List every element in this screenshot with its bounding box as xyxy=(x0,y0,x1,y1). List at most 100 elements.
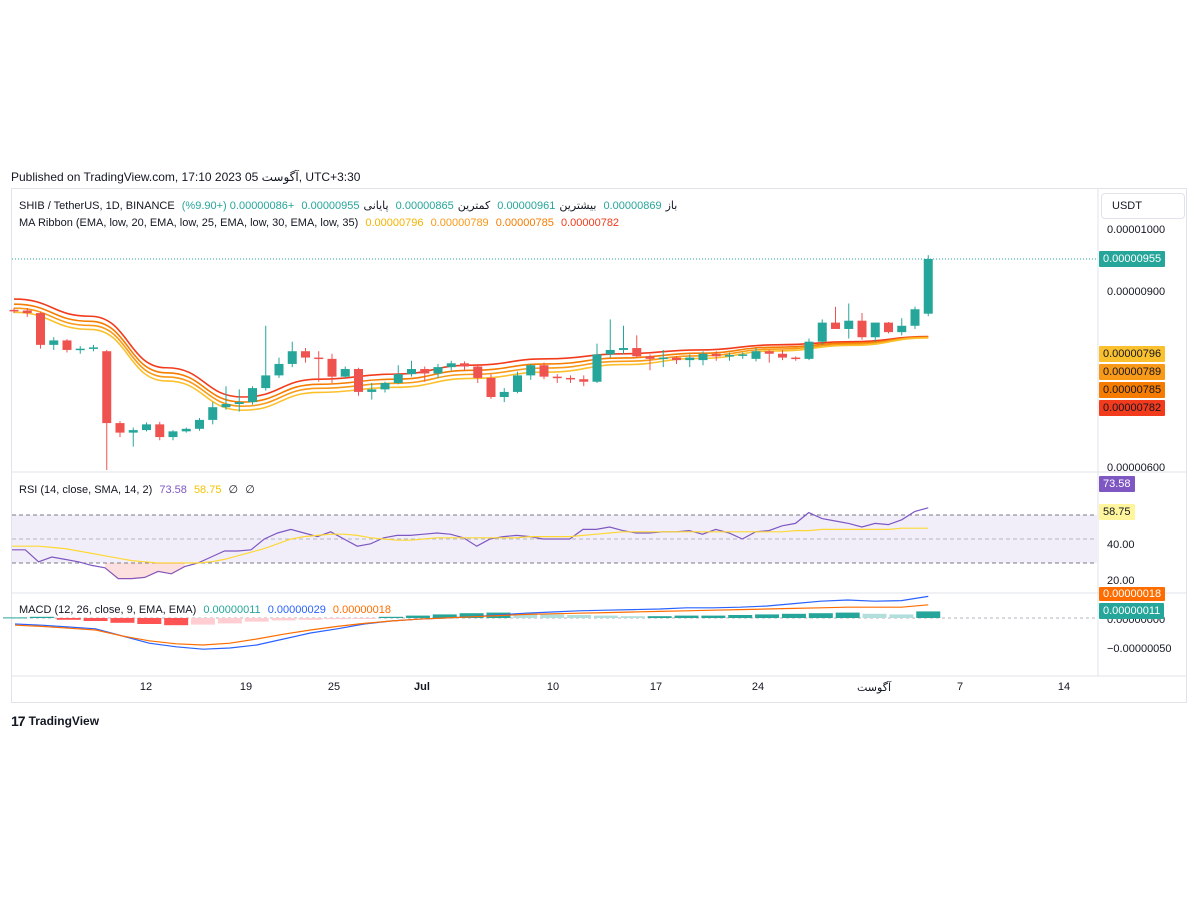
candle-body xyxy=(751,351,761,359)
macd-hist-bar xyxy=(379,616,404,618)
low-value: 0.00000865 xyxy=(395,200,454,212)
rsi-extra-2: ∅ xyxy=(245,484,255,496)
ma-ribbon-ema20-line xyxy=(13,298,929,398)
candle-body xyxy=(75,348,85,351)
macd-hist-bar xyxy=(244,618,269,622)
candle-body xyxy=(539,365,549,377)
macd-hist-tag: 0.00000011 xyxy=(1099,603,1165,619)
ma30-tag: 0.00000785 xyxy=(1099,382,1166,398)
candle-body xyxy=(579,379,589,382)
macd-signal-tag: 0.00000018 xyxy=(1099,587,1166,601)
macd-hist-bar xyxy=(432,614,457,618)
price-tick-600: 0.00000600 xyxy=(1107,462,1166,474)
ma35-value: 0.00000782 xyxy=(560,217,620,229)
candle-body xyxy=(446,363,456,368)
macd-hist-bar xyxy=(137,618,162,624)
macd-hist-bar xyxy=(755,614,780,618)
candle-body xyxy=(605,349,615,355)
candle-body xyxy=(142,424,151,431)
candle-body xyxy=(168,431,178,438)
candle-body xyxy=(764,351,774,354)
candle-body xyxy=(62,340,72,350)
candle-body xyxy=(817,322,827,342)
candle-body xyxy=(857,320,867,338)
candle-body xyxy=(354,369,363,392)
macd-hist-bar xyxy=(513,613,538,618)
candle-body xyxy=(711,353,721,357)
candle-body xyxy=(473,366,483,378)
low-label: کمترین xyxy=(457,200,491,212)
candle-body xyxy=(870,322,880,338)
candle-body xyxy=(181,428,191,432)
rsi-sma-tag: 58.75 xyxy=(1099,504,1135,520)
macd-hist-bar xyxy=(3,617,27,619)
macd-hist-bar xyxy=(567,615,592,618)
candle-body xyxy=(552,376,562,379)
brand-name: TradingView xyxy=(28,714,100,728)
candle-body xyxy=(301,351,310,358)
candle-body xyxy=(698,353,708,361)
ma-ribbon-legend: MA Ribbon (EMA, low, 20, EMA, low, 25, E… xyxy=(19,217,623,229)
candle-body xyxy=(778,353,787,358)
candle-body xyxy=(155,424,165,438)
candle-body xyxy=(248,388,257,403)
candle-body xyxy=(261,375,271,389)
close-value: 0.00000955 xyxy=(301,200,360,212)
candle-body xyxy=(831,322,840,329)
candle-body xyxy=(274,363,284,376)
x-tick-jul: Jul xyxy=(414,681,430,693)
candle-body xyxy=(566,377,575,380)
ma35-tag: 0.00000782 xyxy=(1099,400,1166,416)
ma-ribbon-ema35-line xyxy=(13,311,929,412)
ma25-tag: 0.00000789 xyxy=(1099,364,1166,380)
candle-body xyxy=(632,348,642,357)
macd-legend: MACD (12, 26, close, 9, EMA, EMA) 0.0000… xyxy=(19,604,395,616)
candle-body xyxy=(9,309,19,312)
x-tick-19: 19 xyxy=(239,681,253,693)
candle-body xyxy=(433,367,443,374)
candle-body xyxy=(340,369,350,377)
candle-body xyxy=(49,340,59,345)
candle-body xyxy=(645,356,655,359)
open-value: 0.00000869 xyxy=(603,200,662,212)
macd-hist-bar xyxy=(217,618,242,624)
macd-hist-bar xyxy=(674,615,699,618)
ma20-value: 0.00000796 xyxy=(365,217,424,229)
macd-hist-bar xyxy=(325,618,350,620)
macd-hist-bar xyxy=(728,615,753,618)
candle-body xyxy=(195,419,204,429)
macd-hist-bar xyxy=(593,615,618,618)
symbol-title: SHIB / TetherUS, 1D, BINANCE xyxy=(19,200,175,212)
candle-body xyxy=(804,341,814,359)
rsi-oversold-fill xyxy=(104,563,185,579)
candle-body xyxy=(234,402,244,405)
macd-hist-bar xyxy=(808,613,833,618)
rsi-tag: 73.58 xyxy=(1099,476,1135,492)
price-tick-900: 0.00000900 xyxy=(1107,286,1166,298)
macd-hist-bar xyxy=(271,618,296,621)
candle-body xyxy=(619,348,628,350)
candle-body xyxy=(115,423,125,433)
candle-body xyxy=(89,347,98,349)
currency-selector[interactable]: USDT xyxy=(1101,193,1185,219)
tradingview-logo-icon: 17 xyxy=(11,713,26,729)
ma-ribbon-ema25-line xyxy=(13,303,929,403)
candle-body xyxy=(513,375,522,392)
open-label: باز xyxy=(665,200,678,212)
rsi-label: RSI (14, close, SMA, 14, 2) xyxy=(19,484,153,496)
candle-body xyxy=(923,259,933,314)
tradingview-logo[interactable]: 17 TradingView xyxy=(11,713,99,729)
x-tick-7: 7 xyxy=(956,681,964,693)
candle-body xyxy=(526,365,536,376)
candle-body xyxy=(791,357,801,360)
candle-body xyxy=(393,374,403,384)
candle-body xyxy=(884,322,893,333)
rsi-line xyxy=(12,507,929,580)
candle-body xyxy=(128,430,138,433)
candle-body xyxy=(685,357,695,361)
macd-hist-bar xyxy=(459,613,484,618)
macd-hist-bar xyxy=(83,618,108,621)
macd-hist-bar xyxy=(835,612,860,618)
candle-body xyxy=(420,369,430,374)
